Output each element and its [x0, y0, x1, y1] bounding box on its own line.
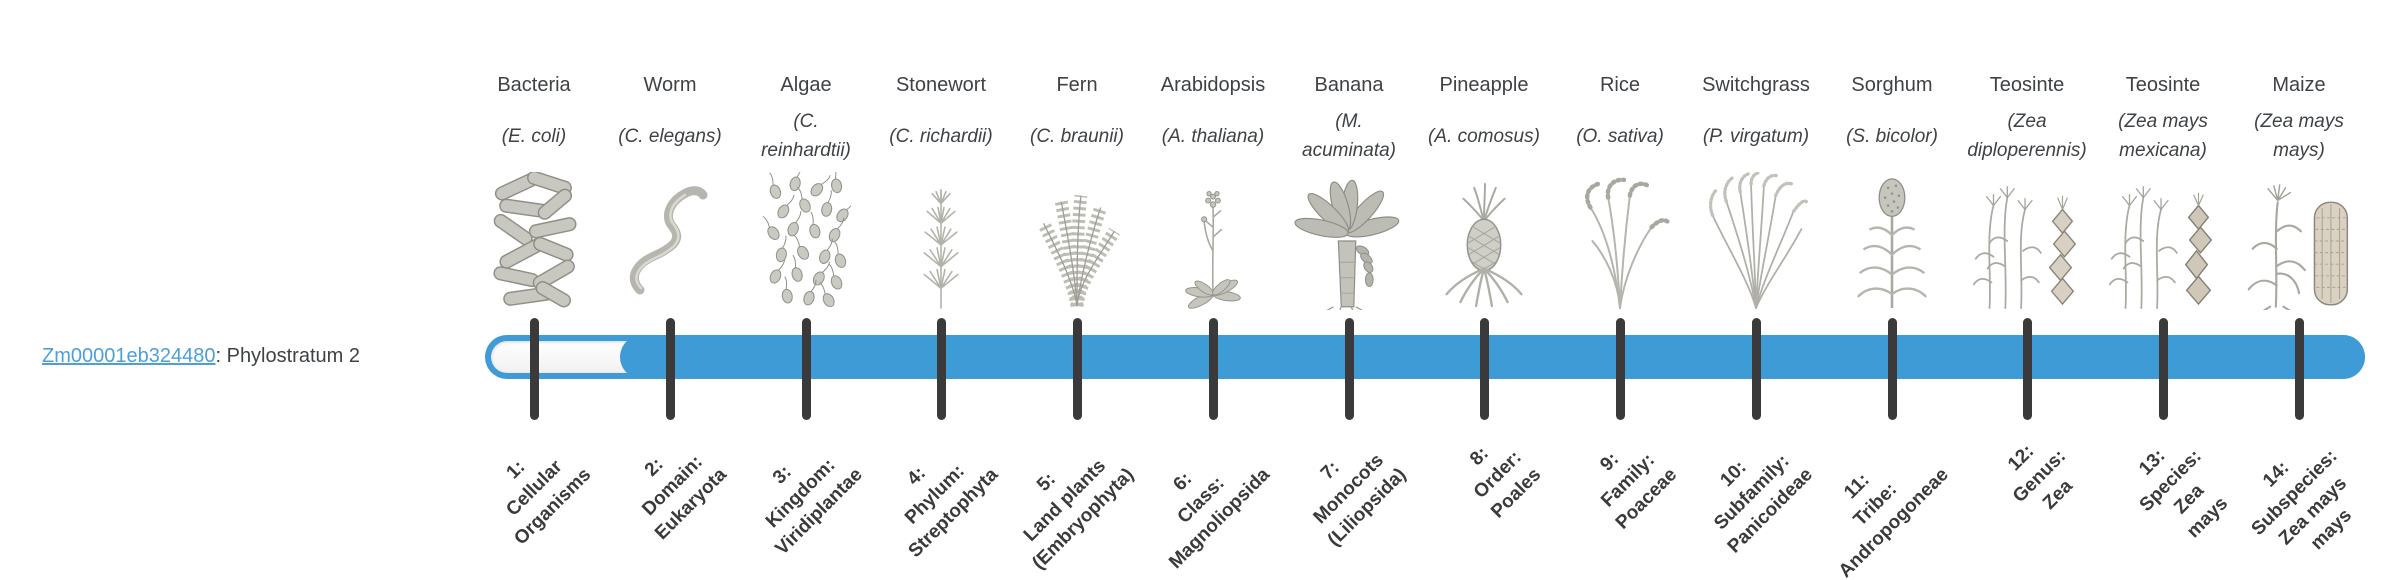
- organism-scientific-name: (Zea diploperennis): [1967, 111, 2087, 161]
- algae-icon: [736, 170, 876, 310]
- gene-phylostratum-text: : Phylostratum 2: [215, 345, 360, 367]
- tick-mark: [1479, 318, 1489, 420]
- organism-common-name: Bacteria: [497, 74, 571, 96]
- organism-common-name: Worm: [643, 74, 697, 96]
- organism-scientific-name: (O. sativa): [1576, 125, 1664, 147]
- switchgrass-icon: [1686, 170, 1826, 310]
- tick-mark: [665, 318, 675, 420]
- gene-label: Zm00001eb324480: Phylostratum 2: [42, 345, 360, 368]
- organism-common-name: Sorghum: [1851, 74, 1933, 96]
- pineapple-icon: [1414, 170, 1554, 310]
- tick-mark: [1208, 318, 1218, 420]
- organism-common-name: Switchgrass: [1702, 74, 1810, 96]
- organism-common-name: Teosinte: [1989, 74, 2065, 96]
- tick-mark: [2022, 318, 2032, 420]
- organism-common-name: Banana: [1314, 74, 1384, 96]
- organism-scientific-name: (M. acuminata): [1302, 111, 1396, 161]
- organism-common-name: Algae: [780, 74, 832, 96]
- organism-common-name: Rice: [1599, 74, 1640, 96]
- organism-common-name: Stonewort: [895, 74, 987, 96]
- organism-common-name: Pineapple: [1439, 74, 1529, 96]
- organism-common-name: Fern: [1056, 74, 1098, 96]
- sorghum-icon: [1822, 170, 1962, 310]
- bacteria-icon: [464, 170, 604, 310]
- organism-common-name: Arabidopsis: [1160, 74, 1266, 96]
- tick-mark: [1072, 318, 1082, 420]
- organism-scientific-name: (A. thaliana): [1161, 125, 1265, 147]
- organism-scientific-name: (C. reinhardtii): [761, 111, 851, 161]
- stonewort-icon: [871, 170, 1011, 310]
- organism-scientific-name: (C. richardii): [889, 125, 993, 147]
- organism-scientific-name: (Zea mays mays): [2254, 111, 2344, 161]
- banana-icon: [1279, 170, 1419, 310]
- tick-mark: [1615, 318, 1625, 420]
- teosinte-icon: [2093, 170, 2233, 310]
- phylostrata-bar: [485, 335, 2365, 379]
- tick-mark: [936, 318, 946, 420]
- tick-mark: [1887, 318, 1897, 420]
- worm-icon: [600, 170, 740, 310]
- bar-fill: [620, 335, 2365, 379]
- organism-scientific-name: (A. comosus): [1428, 125, 1540, 147]
- organism-scientific-name: (E. coli): [501, 125, 567, 147]
- organism-scientific-name: (Zea mays mexicana): [2118, 111, 2208, 161]
- fern-icon: [1007, 170, 1147, 310]
- rice-icon: [1550, 170, 1690, 310]
- maize-icon: [2229, 170, 2369, 310]
- organism-scientific-name: (P. virgatum): [1702, 125, 1810, 147]
- tick-mark: [1751, 318, 1761, 420]
- teosinte-icon: [1957, 170, 2097, 310]
- tick-mark: [801, 318, 811, 420]
- tick-mark: [1344, 318, 1354, 420]
- organism-common-name: Maize: [2272, 74, 2326, 96]
- arabidopsis-icon: [1143, 170, 1283, 310]
- tick-mark: [2158, 318, 2168, 420]
- gene-id-link[interactable]: Zm00001eb324480: [42, 345, 216, 367]
- organism-common-name: Teosinte: [2125, 74, 2201, 96]
- organism-scientific-name: (C. braunii): [1030, 125, 1124, 147]
- tick-mark: [2294, 318, 2304, 420]
- organism-scientific-name: (C. elegans): [618, 125, 722, 147]
- tick-mark: [529, 318, 539, 420]
- organism-scientific-name: (S. bicolor): [1846, 125, 1938, 147]
